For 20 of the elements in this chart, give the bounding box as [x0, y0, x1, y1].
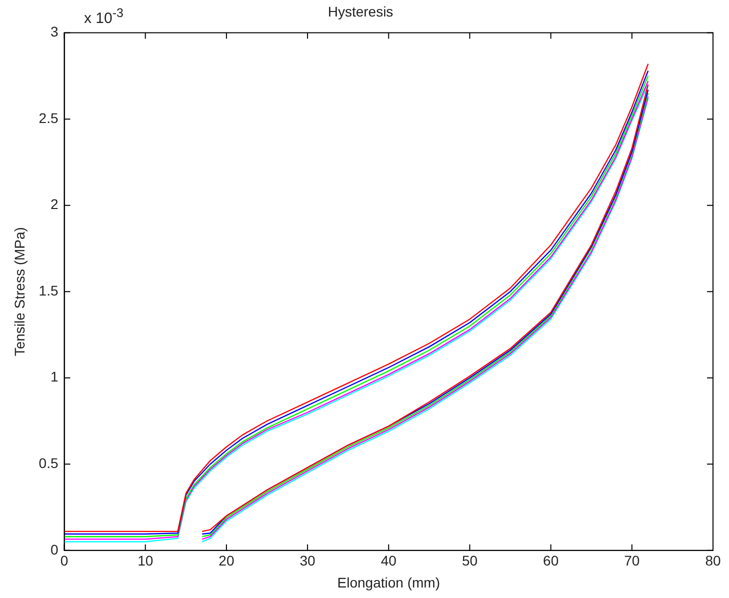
x-tick-label: 20	[218, 552, 234, 569]
x-tick-label: 60	[543, 552, 559, 569]
y-axis-title: Tensile Stress (MPa)	[11, 227, 28, 356]
x-tick-label: 0	[60, 552, 68, 569]
x-tick-label: 40	[380, 552, 397, 569]
y-tick-label: 3	[50, 24, 58, 40]
y-tick-label: 1.5	[38, 282, 58, 298]
y-tick-label: 0	[50, 541, 58, 558]
x-tick-label: 30	[300, 552, 316, 569]
x-tick-label: 70	[624, 552, 640, 569]
x-axis-title: Elongation (mm)	[337, 574, 440, 590]
chart-title: Hysteresis	[328, 3, 394, 20]
x-tick-label: 80	[705, 552, 721, 569]
y-tick-label: 0.5	[38, 454, 58, 471]
x-tick-label: 10	[138, 552, 154, 569]
y-tick-label: 2	[50, 196, 58, 212]
text: x 10$^{-3}$	[84, 6, 124, 27]
y-tick-label: 1	[50, 368, 58, 385]
y-tick-label: 2.5	[38, 110, 58, 126]
x-tick-label: 50	[462, 552, 478, 569]
